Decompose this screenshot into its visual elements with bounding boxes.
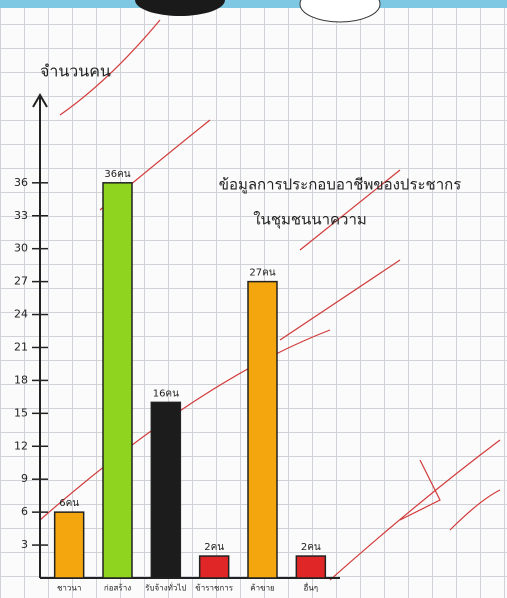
x-tick-label: รับจ้างทั่วไป xyxy=(145,582,186,593)
y-tick-label: 6 xyxy=(21,505,28,518)
value-label: 6คน xyxy=(59,498,79,509)
bar xyxy=(53,511,85,579)
y-tick-label: 18 xyxy=(14,373,28,386)
decoration xyxy=(135,0,225,16)
y-tick-label: 21 xyxy=(14,340,28,353)
x-tick-label: ก่อสร้าง xyxy=(104,584,131,593)
y-tick-label: 27 xyxy=(14,275,28,288)
title: ข้อมูลการประกอบอาชีพของประชากร xyxy=(219,176,462,194)
title: ในชุมชนนาความ xyxy=(253,211,367,230)
y-tick-label: 36 xyxy=(14,176,28,189)
value-label: 16คน xyxy=(153,388,179,399)
x-tick-label: ชาวนา xyxy=(57,584,81,593)
value-label: 36คน xyxy=(104,169,130,180)
bar xyxy=(198,555,230,579)
bar xyxy=(150,401,182,579)
bar xyxy=(247,280,278,579)
value-label: 27คน xyxy=(249,268,275,279)
value-label: 2คน xyxy=(301,542,321,553)
y-tick-label: 9 xyxy=(21,472,28,485)
bar xyxy=(102,182,133,579)
y-tick-label: 3 xyxy=(21,538,28,551)
bar xyxy=(295,555,327,579)
axis-arrow xyxy=(32,93,48,108)
decoration xyxy=(299,0,381,23)
value-label: 2คน xyxy=(204,542,224,553)
y-axis-label: จำนวนคน xyxy=(40,62,111,81)
top-strip xyxy=(0,0,507,8)
y-tick-label: 24 xyxy=(14,308,28,321)
y-tick-label: 33 xyxy=(14,209,28,222)
y-tick-label: 12 xyxy=(14,439,28,452)
x-tick-label: อื่นๆ xyxy=(303,582,318,593)
x-tick-label: ข้าราชการ xyxy=(195,584,234,593)
y-tick-label: 15 xyxy=(14,406,28,419)
x-tick-label: ค้าขาย xyxy=(250,584,275,593)
y-tick-label: 30 xyxy=(14,242,28,255)
